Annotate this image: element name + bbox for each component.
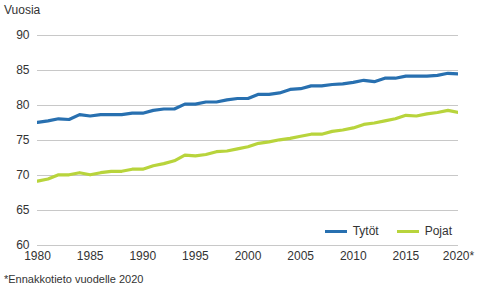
svg-text:75: 75: [16, 133, 30, 147]
html-text:Tytöt: Tytöt: [352, 224, 379, 238]
html-text:Vuosia: Vuosia: [4, 3, 41, 17]
svg-text:2010: 2010: [340, 249, 367, 263]
svg-text:2005: 2005: [287, 249, 314, 263]
html-text:*Ennakkotieto vuodelle 2020: *Ennakkotieto vuodelle 2020: [4, 273, 144, 285]
svg-text:65: 65: [16, 203, 30, 217]
svg-text:1980: 1980: [24, 249, 51, 263]
svg-text:90: 90: [16, 28, 30, 42]
svg-text:1985: 1985: [77, 249, 104, 263]
svg-text:1990: 1990: [129, 249, 156, 263]
svg-text:70: 70: [16, 168, 30, 182]
svg-text:1995: 1995: [182, 249, 209, 263]
svg-text:85: 85: [16, 63, 30, 77]
svg-text:80: 80: [16, 98, 30, 112]
svg-text:2015: 2015: [393, 249, 420, 263]
svg-text:2020*: 2020*: [443, 249, 475, 263]
svg-text:60: 60: [16, 238, 30, 252]
html-text:Pojat: Pojat: [424, 224, 452, 238]
svg-text:2000: 2000: [235, 249, 262, 263]
